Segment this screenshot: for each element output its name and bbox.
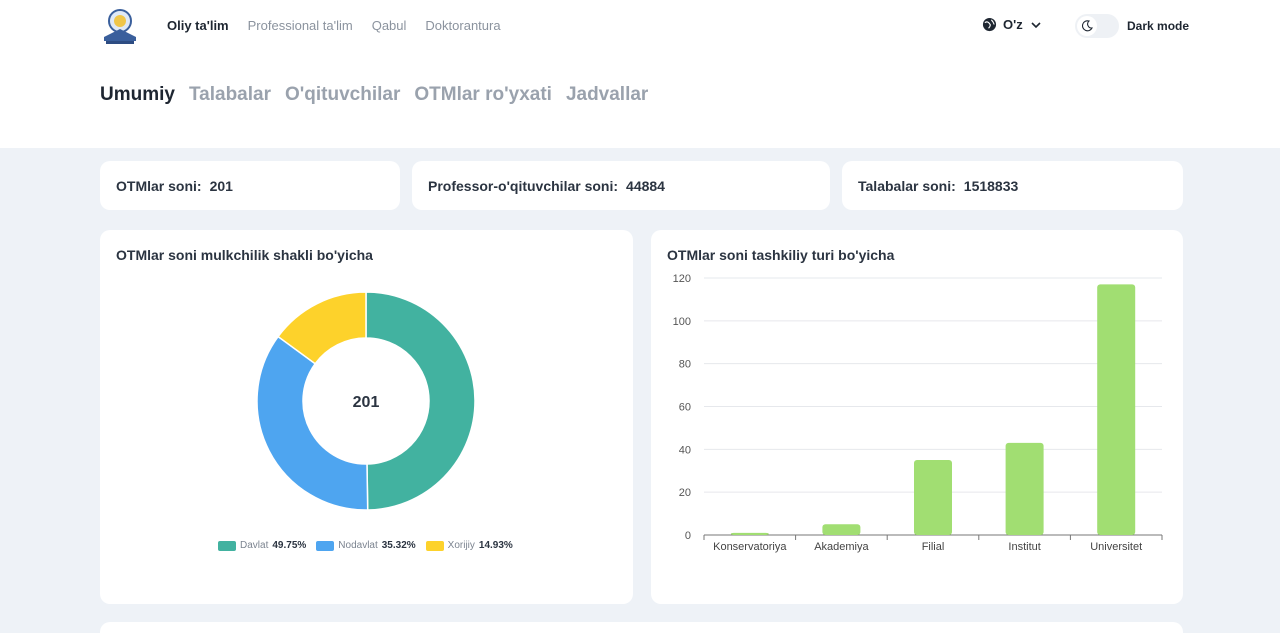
stat-card-otm: OTMlar soni: 201	[100, 161, 400, 210]
ownership-chart-card: OTMlar soni mulkchilik shakli bo'yicha 2…	[100, 230, 633, 604]
stat-label: Professor-o'qituvchilar soni:	[428, 177, 619, 194]
language-label: O'z	[1003, 17, 1023, 32]
legend-value: 14.93%	[478, 540, 513, 551]
bar-universitet[interactable]	[1097, 284, 1136, 535]
tab-umumiy[interactable]: Umumiy	[100, 84, 175, 105]
legend-value: 35.32%	[381, 540, 416, 551]
globe-icon	[982, 17, 997, 32]
y-tick-label: 20	[679, 487, 691, 499]
tab-otmlar-royxati[interactable]: OTMlar ro'yxati	[414, 84, 552, 105]
legend-label: Nodavlat	[338, 540, 378, 551]
main-nav: Oliy ta'lim Professional ta'lim Qabul Do…	[167, 18, 501, 33]
nav-qabul[interactable]: Qabul	[371, 18, 407, 33]
tab-oqituvchilar[interactable]: O'qituvchilar	[285, 84, 401, 105]
nav-professional-talim[interactable]: Professional ta'lim	[247, 18, 353, 33]
stat-value: 201	[209, 177, 233, 194]
x-tick-label: Akademiya	[814, 541, 869, 553]
bar-konservatoriya[interactable]	[730, 532, 769, 535]
legend-swatch	[425, 540, 444, 551]
stat-value: 44884	[626, 177, 665, 194]
legend-swatch	[316, 540, 335, 551]
section-tabs: Umumiy Talabalar O'qituvchilar OTMlar ro…	[100, 84, 648, 106]
nav-oliy-talim[interactable]: Oliy ta'lim	[167, 18, 229, 33]
pie-slice-nodavlat[interactable]	[256, 335, 369, 511]
stat-label: Talabalar soni:	[858, 177, 956, 194]
legend-item-davlat[interactable]: Davlat 49.75%	[218, 540, 306, 551]
chart-title: OTMlar soni tashkiliy turi bo'yicha	[667, 247, 895, 263]
donut-chart: 201	[256, 291, 476, 511]
y-tick-label: 60	[679, 402, 691, 414]
x-tick-label: Institut	[1008, 541, 1040, 553]
bar-institut[interactable]	[1005, 442, 1044, 535]
pie-slice-xorijiy[interactable]	[277, 291, 367, 365]
moon-icon	[1082, 20, 1093, 32]
y-tick-label: 120	[673, 273, 691, 285]
nav-doktorantura[interactable]: Doktorantura	[425, 18, 501, 33]
tab-talabalar[interactable]: Talabalar	[188, 84, 271, 105]
x-tick-label: Konservatoriya	[713, 541, 787, 553]
stat-label: OTMlar soni:	[116, 177, 202, 194]
tab-jadvallar[interactable]: Jadvallar	[565, 84, 649, 105]
bar-chart: 0 20 40 60 80 100 120 Konservatoriya Akademiya Fi…	[673, 273, 1163, 553]
y-tick-label: 80	[679, 359, 691, 371]
stat-card-teachers: Professor-o'qituvchilar soni: 44884	[412, 161, 830, 210]
y-tick-label: 0	[685, 530, 691, 542]
legend-label: Xorijiy	[447, 540, 475, 551]
stat-card-students: Talabalar soni: 1518833	[842, 161, 1183, 210]
chart-legend: Davlat 49.75% Nodavlat 35.32% Xorijiy 14…	[218, 540, 513, 551]
legend-swatch	[218, 540, 236, 551]
x-tick-label: Universitet	[1090, 541, 1142, 553]
chevron-down-icon	[1031, 21, 1041, 28]
legend-value: 49.75%	[272, 540, 307, 551]
legend-item-xorijiy[interactable]: Xorijiy 14.93%	[425, 540, 513, 551]
pie-slice-davlat[interactable]	[365, 291, 476, 511]
legend-item-nodavlat[interactable]: Nodavlat 35.32%	[316, 540, 416, 551]
bar-filial[interactable]	[914, 460, 952, 535]
university-logo-icon[interactable]	[100, 7, 140, 45]
bar-akademiya[interactable]	[822, 524, 861, 535]
stat-value: 1518833	[963, 177, 1019, 194]
dark-mode-label: Dark mode	[1127, 19, 1190, 33]
chart-title: OTMlar soni mulkchilik shakli bo'yicha	[116, 247, 373, 263]
donut-center-label: 201	[353, 394, 380, 411]
toggle-switch[interactable]	[1075, 14, 1119, 38]
dark-mode-toggle[interactable]: Dark mode	[1075, 14, 1189, 38]
legend-label: Davlat	[240, 540, 269, 551]
y-tick-label: 40	[679, 444, 691, 456]
language-selector[interactable]: O'z	[982, 17, 1043, 32]
y-tick-label: 100	[673, 316, 691, 328]
top-header: Oliy ta'lim Professional ta'lim Qabul Do…	[0, 0, 1280, 148]
x-tick-label: Filial	[922, 541, 945, 553]
next-card	[100, 622, 1183, 633]
type-chart-card: OTMlar soni tashkiliy turi bo'yicha 0 20 4…	[651, 230, 1183, 604]
